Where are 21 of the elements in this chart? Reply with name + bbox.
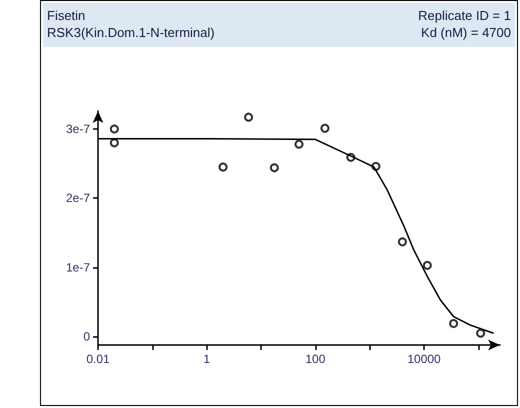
chart-title: Fisetin [47, 7, 86, 24]
point [449, 319, 458, 328]
y-tick-label: 0 [83, 330, 90, 344]
point [476, 328, 486, 338]
point [398, 237, 407, 246]
y-tick-label: 1e-7 [66, 260, 90, 274]
x-tick-label: 10000 [407, 352, 442, 366]
point [294, 140, 304, 149]
point [320, 124, 330, 133]
x-tick-label: 0.01 [86, 352, 110, 366]
y-tick-label: 3e-7 [66, 122, 90, 136]
x-tick-label: 100 [305, 352, 326, 366]
point [244, 112, 254, 122]
point [218, 162, 228, 172]
chart-subtitle: RSK3(Kin.Dom.1-N-terminal) [47, 24, 215, 41]
text: Replicate ID = 1 [418, 7, 511, 24]
x-tick-label: 1 [203, 352, 210, 366]
point [422, 260, 432, 270]
point [270, 163, 279, 172]
text: Kd (nM) = 4700 [420, 24, 511, 41]
y-tick-label: 2e-7 [66, 191, 90, 206]
